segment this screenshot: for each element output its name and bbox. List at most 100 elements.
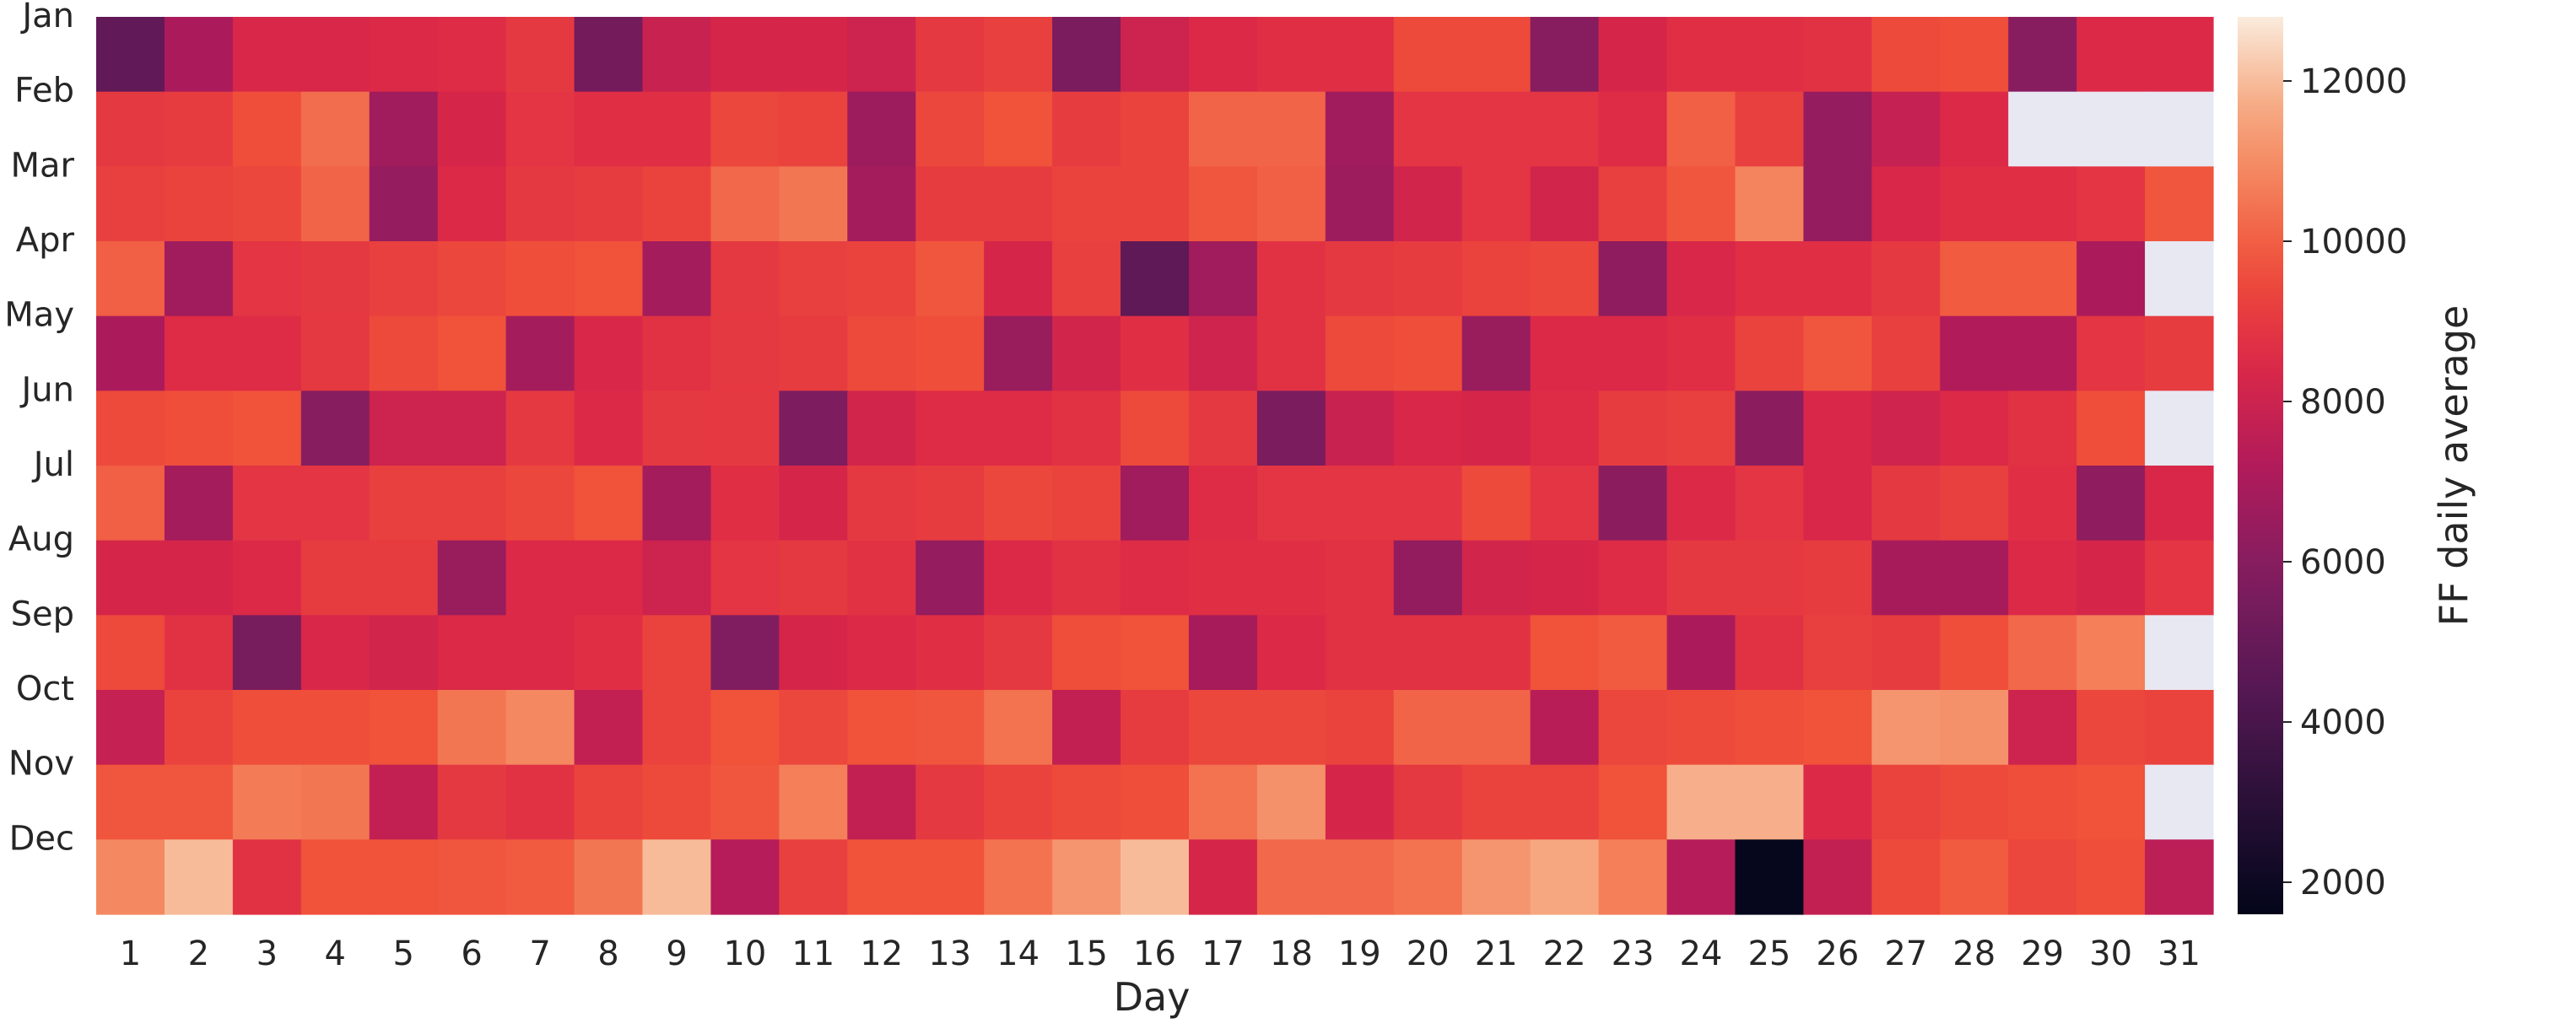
heatmap-cell [847,91,916,167]
heatmap-cell [1461,615,1531,691]
heatmap-cell [1121,391,1190,466]
heatmap-cell [300,17,370,93]
heatmap-cell [1461,315,1531,391]
heatmap-cell [1256,17,1326,93]
x-tick-label: 1 [120,935,141,973]
heatmap-cell [1803,690,1872,766]
heatmap-cell [164,764,234,840]
heatmap-cell [847,466,916,541]
x-tick-label: 20 [1407,935,1450,973]
x-axis-title: Day [1114,974,1191,1020]
heatmap-cell [164,17,234,93]
heatmap-cell [1188,241,1258,317]
heatmap-cell [574,166,644,242]
heatmap-cell [1735,764,1804,840]
heatmap-cell [1325,315,1395,391]
heatmap-cell [164,241,234,317]
heatmap-cell [574,615,644,691]
heatmap-cell [1598,540,1668,616]
heatmap-cell [505,91,575,167]
heatmap-cell [1871,241,1941,317]
heatmap-cell [232,839,302,915]
heatmap-cell [642,91,712,167]
heatmap-cell [915,391,985,466]
heatmap-cell [2008,17,2077,93]
heatmap-cell [232,615,302,691]
x-tick-label: 31 [2157,935,2201,973]
heatmap-cell [915,17,985,93]
colorbar-tick-labels: 2000 4000 6000 8000 10000 12000 [2283,62,2407,902]
heatmap-cell [2008,839,2077,915]
heatmap-cell [1871,615,1941,691]
heatmap-cell [779,839,848,915]
heatmap-cell [1871,17,1941,93]
heatmap-cell [1735,391,1804,466]
heatmap-cell [1393,690,1463,766]
heatmap-cell [1325,540,1395,616]
x-tick-label: 6 [461,935,482,973]
heatmap-cell [369,466,439,541]
y-tick-label: Sep [11,595,74,633]
heatmap-cell [1598,241,1668,317]
heatmap-cell [1052,91,1121,167]
heatmap-cell [1940,839,2009,915]
y-tick-label: Oct [16,670,74,708]
heatmap-cell [2008,540,2077,616]
heatmap-cell [2008,690,2077,766]
heatmap-cell [437,315,507,391]
heatmap-cell [1461,91,1531,167]
heatmap-cell [1121,764,1190,840]
heatmap-cell [2145,315,2214,391]
heatmap-cell [1735,466,1804,541]
heatmap-cell [232,764,302,840]
heatmap-cell [1598,615,1668,691]
heatmap-cell [1735,17,1804,93]
heatmap-cell [369,615,439,691]
colorbar-tick-label: 10000 [2300,223,2407,261]
heatmap-cell [1803,391,1872,466]
heatmap-cell [1256,91,1326,167]
heatmap-cell [1256,615,1326,691]
heatmap-cell [1666,166,1736,242]
heatmap-cell [1121,466,1190,541]
heatmap-cell [437,764,507,840]
heatmap-cell [1666,690,1736,766]
heatmap-cell [1393,91,1463,167]
x-tick-label: 23 [1612,935,1655,973]
heatmap-cell [1940,764,2009,840]
heatmap-cell [1052,391,1121,466]
heatmap-cell [505,615,575,691]
heatmap-cell [915,839,985,915]
x-tick-label: 14 [996,935,1040,973]
heatmap-cell [779,615,848,691]
heatmap-cell [164,839,234,915]
heatmap-cell [1598,391,1668,466]
heatmap-cell [369,241,439,317]
x-tick-label: 8 [597,935,618,973]
heatmap-cell [96,391,165,466]
heatmap-cell [2008,615,2077,691]
heatmap-cell [232,241,302,317]
x-tick-label: 9 [666,935,687,973]
heatmap-cell [642,166,712,242]
heatmap-cell [1871,166,1941,242]
x-tick-label: 10 [723,935,766,973]
heatmap-cell [1735,615,1804,691]
heatmap-cell [96,17,165,93]
heatmap-cell [710,17,780,93]
heatmap-cell [1666,615,1736,691]
heatmap-cell [984,17,1053,93]
heatmap-cell [1530,241,1600,317]
heatmap-cell [1256,241,1326,317]
heatmap-cell [1256,391,1326,466]
heatmap-cell [1188,315,1258,391]
heatmap-cell [710,466,780,541]
heatmap-cell [710,166,780,242]
heatmap-cell [96,615,165,691]
heatmap-cells [96,17,2214,915]
heatmap-cell [2008,391,2077,466]
heatmap-cell [369,391,439,466]
heatmap-cell [369,839,439,915]
heatmap-cell [1598,315,1668,391]
heatmap-cell [574,540,644,616]
